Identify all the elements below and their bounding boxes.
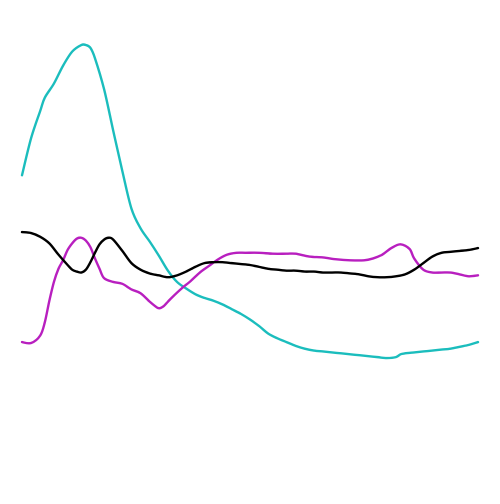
series-line-2 <box>20 236 480 345</box>
series-line-3 <box>20 230 480 279</box>
series-layer <box>20 43 480 360</box>
series-line-1 <box>20 43 480 360</box>
